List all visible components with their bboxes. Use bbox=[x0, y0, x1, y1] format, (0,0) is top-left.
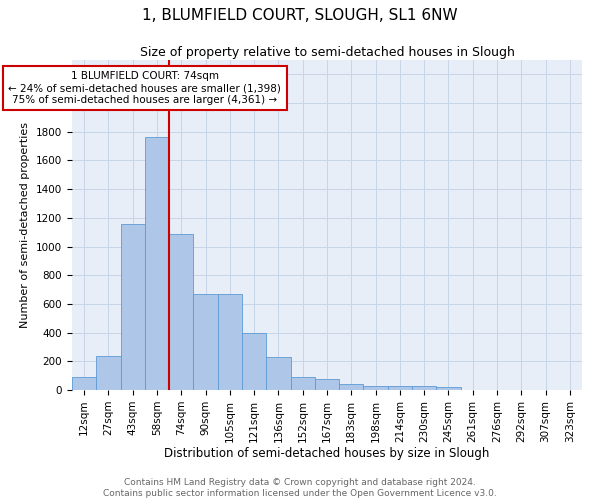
Bar bbox=[169, 234, 193, 390]
Bar bbox=[218, 294, 242, 390]
Bar bbox=[145, 138, 169, 390]
Title: Size of property relative to semi-detached houses in Slough: Size of property relative to semi-detach… bbox=[140, 46, 514, 59]
Bar bbox=[121, 224, 145, 390]
Bar bbox=[315, 378, 339, 390]
Bar bbox=[193, 294, 218, 390]
Bar bbox=[412, 386, 436, 390]
Bar bbox=[96, 356, 121, 390]
Bar bbox=[290, 377, 315, 390]
Bar bbox=[242, 332, 266, 390]
Bar bbox=[364, 386, 388, 390]
Text: 1 BLUMFIELD COURT: 74sqm
← 24% of semi-detached houses are smaller (1,398)
75% o: 1 BLUMFIELD COURT: 74sqm ← 24% of semi-d… bbox=[8, 72, 281, 104]
Bar bbox=[266, 357, 290, 390]
Bar bbox=[339, 384, 364, 390]
X-axis label: Distribution of semi-detached houses by size in Slough: Distribution of semi-detached houses by … bbox=[164, 448, 490, 460]
Bar bbox=[436, 387, 461, 390]
Bar bbox=[72, 377, 96, 390]
Text: Contains HM Land Registry data © Crown copyright and database right 2024.
Contai: Contains HM Land Registry data © Crown c… bbox=[103, 478, 497, 498]
Y-axis label: Number of semi-detached properties: Number of semi-detached properties bbox=[20, 122, 31, 328]
Text: 1, BLUMFIELD COURT, SLOUGH, SL1 6NW: 1, BLUMFIELD COURT, SLOUGH, SL1 6NW bbox=[142, 8, 458, 22]
Bar bbox=[388, 386, 412, 390]
